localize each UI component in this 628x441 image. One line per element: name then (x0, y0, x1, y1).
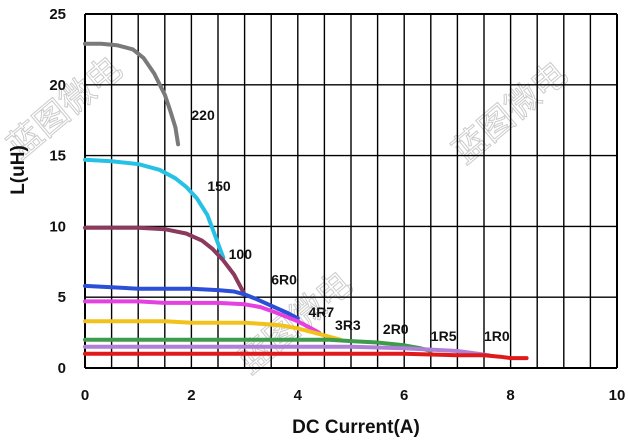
series-label-2r0: 2R0 (383, 321, 409, 337)
series-line-100 (83, 225, 247, 297)
y-tick-label: 25 (49, 6, 66, 23)
series-line-2r0 (83, 337, 433, 353)
series-line-220 (83, 41, 181, 147)
series-label-4r7: 4R7 (308, 304, 334, 320)
x-tick-label: 4 (294, 387, 303, 404)
y-tick-label: 5 (58, 289, 66, 306)
y-axis-title: L(uH) (8, 145, 29, 195)
y-tick-label: 10 (49, 218, 66, 235)
series-label-220: 220 (191, 107, 215, 123)
series-line-6r0 (83, 283, 300, 321)
x-tick-label: 8 (506, 387, 514, 404)
series-label-100: 100 (229, 246, 253, 262)
series-line-150 (83, 157, 226, 260)
x-axis-title: DC Current(A) (292, 417, 420, 438)
y-tick-label: 0 (58, 360, 66, 377)
grid (84, 13, 618, 369)
series-label-6r0: 6R0 (271, 271, 297, 287)
y-tick-label: 20 (49, 77, 66, 94)
series-line-1r5 (83, 344, 492, 358)
x-tick-label: 6 (400, 387, 408, 404)
y-tick-label: 15 (49, 148, 66, 165)
series-line-3r3 (83, 319, 343, 342)
x-tick-label: 2 (187, 387, 195, 404)
x-tick-label: 0 (81, 387, 89, 404)
series-line-4r7 (83, 299, 322, 335)
x-tick-label: 10 (609, 387, 626, 404)
series-label-150: 150 (207, 178, 231, 194)
series-layer (83, 41, 529, 361)
series-label-1r5: 1R5 (431, 328, 457, 344)
series-label-1r0: 1R0 (484, 328, 510, 344)
series-line-1r0 (83, 351, 529, 361)
series-label-3r3: 3R3 (335, 317, 361, 333)
